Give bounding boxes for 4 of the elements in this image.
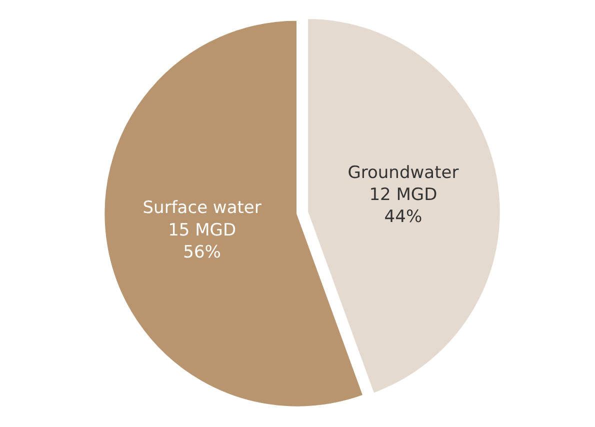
data-label: 15 MGD 56% (168, 220, 236, 262)
slice-label: Groundwater (348, 162, 459, 183)
slice-label: Surface water (142, 198, 262, 218)
data-label: 12 MGD 44% (369, 184, 438, 227)
